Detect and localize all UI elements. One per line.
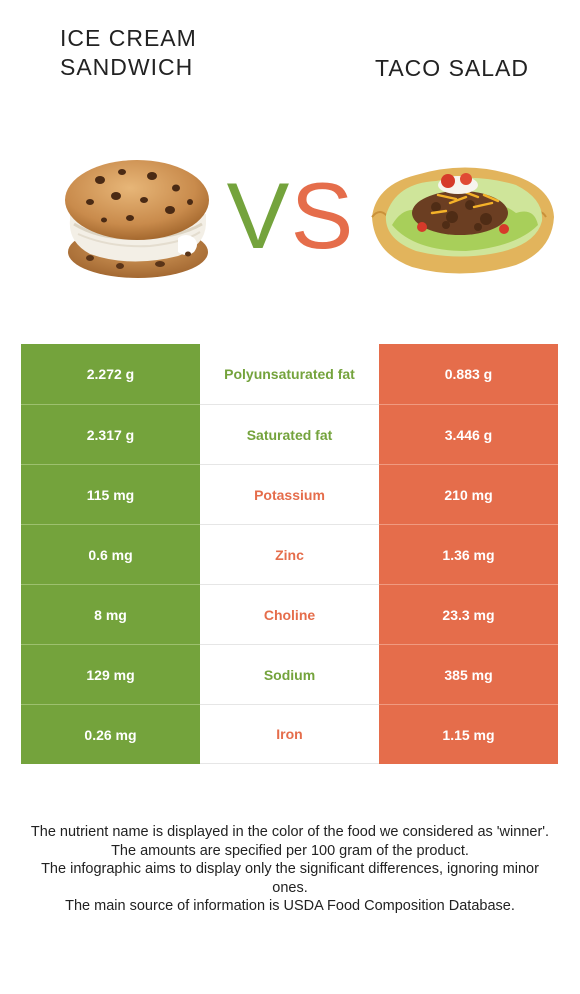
nutrient-name: Saturated fat <box>200 404 379 464</box>
right-value: 385 mg <box>379 644 558 704</box>
right-value: 3.446 g <box>379 404 558 464</box>
ice-cream-sandwich-image <box>65 160 209 278</box>
footnote-significant-differences: The infographic aims to display only the… <box>41 861 539 896</box>
taco-salad-image <box>371 167 554 274</box>
nutrient-name: Potassium <box>200 464 379 524</box>
right-value: 210 mg <box>379 464 558 524</box>
right-value: 0.883 g <box>379 344 558 404</box>
right-value: 1.15 mg <box>379 704 558 764</box>
nutrient-name: Zinc <box>200 524 379 584</box>
nutrient-name: Polyunsaturated fat <box>200 344 379 404</box>
left-value: 115 mg <box>21 464 200 524</box>
vs-letter-s: S <box>291 172 354 252</box>
footnote-per-100g: The amounts are specified per 100 gram o… <box>111 842 469 859</box>
table-row: 115 mg Potassium 210 mg <box>21 464 558 524</box>
footnote-source: The main source of information is USDA F… <box>65 898 515 914</box>
table-row: 8 mg Choline 23.3 mg <box>21 584 558 644</box>
right-value: 1.36 mg <box>379 524 558 584</box>
right-food-title: TACO SALAD <box>375 55 529 81</box>
left-value: 8 mg <box>21 584 200 644</box>
left-value: 129 mg <box>21 644 200 704</box>
table-row: 0.26 mg Iron 1.15 mg <box>21 704 558 764</box>
nutrient-name: Iron <box>200 704 379 764</box>
vs-letter-v: V <box>227 172 290 252</box>
left-value: 0.6 mg <box>21 524 200 584</box>
left-value: 2.317 g <box>21 404 200 464</box>
nutrient-name: Choline <box>200 584 379 644</box>
left-food-title: ICE CREAM SANDWICH <box>60 25 197 80</box>
footnote: The nutrient name is displayed in the co… <box>30 823 550 916</box>
footnote-winner-color: The nutrient name is displayed in the co… <box>30 824 550 840</box>
table-row: 2.317 g Saturated fat 3.446 g <box>21 404 558 464</box>
nutrient-name: Sodium <box>200 644 379 704</box>
comparison-table: 2.272 g Polyunsaturated fat 0.883 g 2.317 g… <box>21 344 558 764</box>
vs-label: V S <box>227 172 354 252</box>
table-row: 129 mg Sodium 385 mg <box>21 644 558 704</box>
left-value: 0.26 mg <box>21 704 200 764</box>
table-row: 2.272 g Polyunsaturated fat 0.883 g <box>21 344 558 404</box>
left-value: 2.272 g <box>21 344 200 404</box>
right-value: 23.3 mg <box>379 584 558 644</box>
table-row: 0.6 mg Zinc 1.36 mg <box>21 524 558 584</box>
